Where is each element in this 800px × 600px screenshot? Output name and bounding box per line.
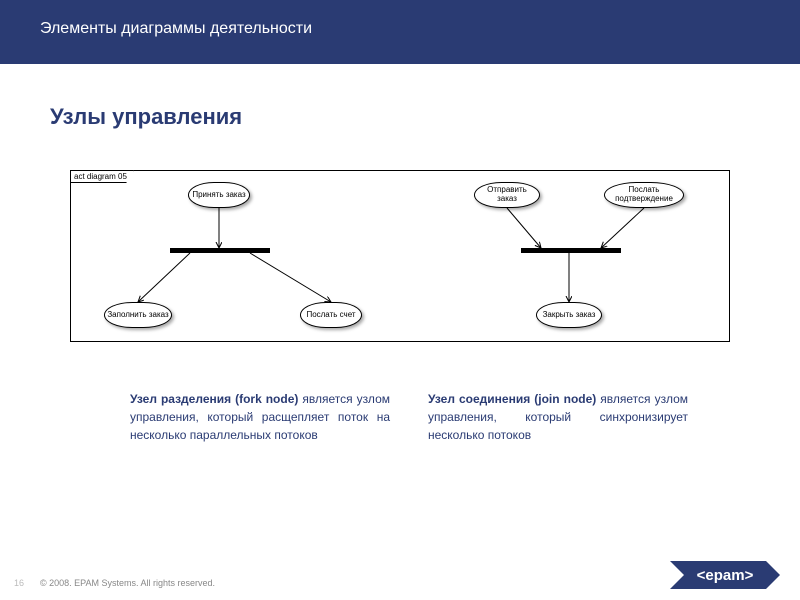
join-bar: [521, 248, 621, 253]
activity-node-n4: Отправить заказ: [474, 182, 540, 208]
slide-footer: 16 © 2008. EPAM Systems. All rights rese…: [0, 566, 800, 600]
svg-text:<epam>: <epam>: [697, 567, 754, 584]
header-title: Элементы диаграммы деятельности: [40, 20, 312, 38]
fork-bar: [170, 248, 270, 253]
join-description: Узел соединения (join node) является узл…: [428, 390, 688, 444]
page-number: 16: [14, 578, 24, 588]
slide-header: Элементы диаграммы деятельности: [0, 0, 800, 60]
copyright: © 2008. EPAM Systems. All rights reserve…: [40, 578, 215, 588]
frame-label: act diagram 05: [70, 170, 134, 183]
section-title: Узлы управления: [50, 104, 242, 130]
epam-logo: <epam>: [670, 561, 780, 594]
activity-node-n5: Послать подтверждение: [604, 182, 684, 208]
slide: Элементы диаграммы деятельности Узлы упр…: [0, 0, 800, 600]
activity-node-n2: Заполнить заказ: [104, 302, 172, 328]
fork-description: Узел разделения (fork node) является узл…: [130, 390, 390, 444]
activity-node-n6: Закрыть заказ: [536, 302, 602, 328]
header-rule: [0, 60, 800, 64]
activity-node-n3: Послать счет: [300, 302, 362, 328]
activity-node-n1: Принять заказ: [188, 182, 250, 208]
